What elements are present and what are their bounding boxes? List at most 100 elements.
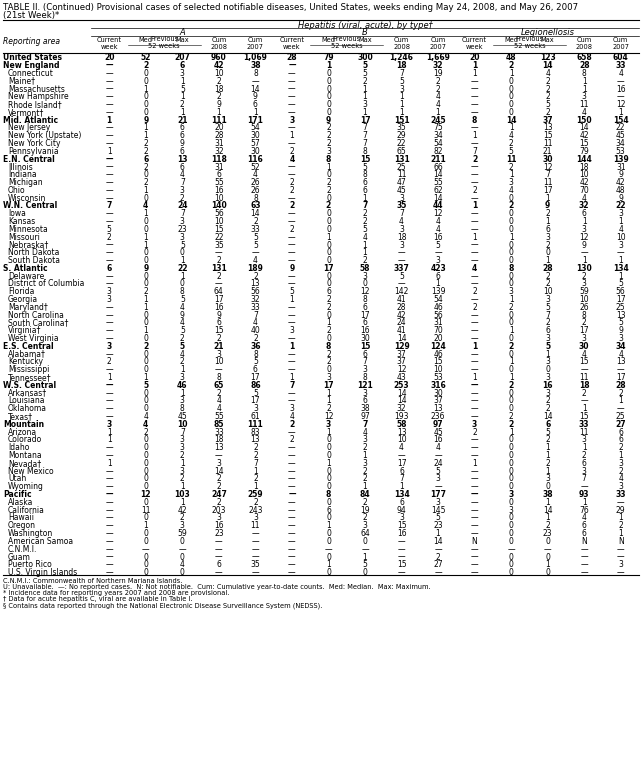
Text: 13: 13 [251, 280, 260, 289]
Text: 14: 14 [433, 170, 443, 180]
Text: —: — [288, 311, 296, 319]
Text: 0: 0 [326, 311, 331, 319]
Text: 2: 2 [545, 459, 550, 468]
Text: 2: 2 [217, 482, 221, 491]
Text: 1: 1 [619, 256, 623, 265]
Text: 2: 2 [619, 443, 623, 452]
Text: —: — [106, 482, 113, 491]
Text: 10: 10 [214, 69, 224, 78]
Text: 1: 1 [144, 295, 148, 304]
Text: —: — [142, 545, 149, 554]
Text: 2: 2 [472, 428, 477, 437]
Text: 1: 1 [509, 326, 513, 335]
Text: 3: 3 [508, 490, 513, 499]
Text: 4: 4 [436, 225, 440, 234]
Text: —: — [106, 397, 113, 406]
Text: 8: 8 [363, 147, 367, 156]
Text: 5: 5 [545, 303, 550, 312]
Text: 19: 19 [360, 506, 370, 515]
Text: S. Atlantic: S. Atlantic [3, 264, 47, 273]
Text: 3: 3 [619, 334, 623, 343]
Text: 0: 0 [509, 443, 513, 452]
Text: 6: 6 [399, 498, 404, 507]
Text: American Samoa: American Samoa [8, 537, 73, 546]
Text: 0: 0 [326, 108, 331, 117]
Text: —: — [106, 326, 113, 335]
Text: 52: 52 [140, 53, 151, 63]
Text: —: — [470, 545, 478, 554]
Text: Previous
52 weeks: Previous 52 weeks [513, 36, 545, 49]
Text: Cum
2007: Cum 2007 [429, 37, 447, 50]
Text: 30: 30 [251, 131, 260, 141]
Text: 3: 3 [619, 482, 623, 491]
Text: 38: 38 [250, 61, 261, 70]
Text: —: — [106, 490, 113, 499]
Text: 1: 1 [326, 459, 331, 468]
Text: 6: 6 [363, 397, 367, 406]
Text: Med: Med [139, 37, 153, 43]
Text: Wisconsin: Wisconsin [8, 194, 46, 202]
Text: 2: 2 [326, 202, 331, 211]
Text: 11: 11 [251, 521, 260, 530]
Text: 85: 85 [213, 420, 224, 429]
Text: 64: 64 [360, 529, 370, 538]
Text: 2: 2 [363, 209, 367, 219]
Text: 8: 8 [326, 490, 331, 499]
Text: 2: 2 [508, 342, 513, 351]
Text: 1: 1 [180, 92, 185, 102]
Text: —: — [288, 365, 296, 374]
Text: 33: 33 [214, 428, 224, 437]
Text: 0: 0 [509, 365, 513, 374]
Text: Georgia: Georgia [8, 295, 38, 304]
Text: 1: 1 [472, 373, 477, 382]
Text: 1: 1 [509, 428, 513, 437]
Text: 0: 0 [509, 92, 513, 102]
Text: 1: 1 [472, 69, 477, 78]
Text: 11: 11 [141, 506, 151, 515]
Text: Reporting area: Reporting area [3, 37, 60, 46]
Text: —: — [470, 326, 478, 335]
Text: 6: 6 [582, 459, 587, 468]
Text: —: — [470, 552, 478, 562]
Text: 245: 245 [430, 115, 446, 125]
Text: 5: 5 [180, 241, 185, 250]
Text: 53: 53 [616, 147, 626, 156]
Text: Nevada†: Nevada† [8, 459, 41, 468]
Text: 1: 1 [253, 108, 258, 117]
Text: 4: 4 [253, 256, 258, 265]
Text: —: — [470, 389, 478, 398]
Text: Maryland†: Maryland† [8, 303, 47, 312]
Text: —: — [617, 545, 624, 554]
Text: 2: 2 [180, 334, 185, 343]
Text: —: — [617, 552, 624, 562]
Text: 3: 3 [107, 295, 112, 304]
Text: 13: 13 [177, 154, 188, 163]
Text: 1: 1 [326, 397, 331, 406]
Text: 4: 4 [180, 560, 185, 569]
Text: 18: 18 [397, 233, 406, 241]
Text: 9: 9 [143, 115, 149, 125]
Text: 1: 1 [582, 256, 587, 265]
Text: 0: 0 [509, 537, 513, 546]
Text: 6: 6 [253, 100, 258, 109]
Text: 2: 2 [363, 474, 367, 484]
Text: 26: 26 [579, 303, 589, 312]
Text: 253: 253 [394, 381, 410, 390]
Text: 4: 4 [472, 264, 478, 273]
Text: * Incidence data for reporting years 2007 and 2008 are provisional.: * Incidence data for reporting years 200… [3, 591, 229, 596]
Text: 960: 960 [211, 53, 227, 63]
Text: Arizona: Arizona [8, 428, 37, 437]
Text: 0: 0 [545, 537, 550, 546]
Text: 0: 0 [180, 568, 185, 577]
Text: 5: 5 [545, 428, 550, 437]
Text: 45: 45 [178, 412, 187, 421]
Text: 4: 4 [582, 108, 587, 117]
Text: 10: 10 [616, 233, 626, 241]
Text: —: — [288, 85, 296, 93]
Text: 8: 8 [326, 342, 331, 351]
Text: 2: 2 [509, 412, 513, 421]
Text: 1: 1 [472, 131, 477, 141]
Text: 4: 4 [363, 233, 367, 241]
Text: 14: 14 [433, 194, 443, 202]
Text: 2: 2 [508, 381, 513, 390]
